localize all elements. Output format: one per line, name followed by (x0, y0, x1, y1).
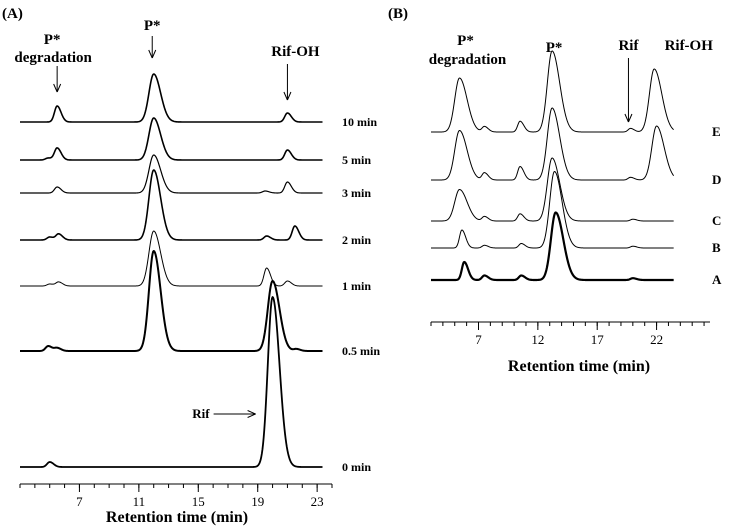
trace-1-min (20, 230, 323, 287)
trace-label-2-min: 2 min (342, 233, 371, 247)
panel-b-annotations: P* degradation P* Rif Rif-OH (429, 33, 714, 123)
panel-b-x-axis-title: Retention time (min) (508, 358, 650, 375)
panel-b: (B) P* degradation P* Rif Rif-OH E D CB A 7… (388, 6, 722, 375)
panel-b-rif-label: Rif (618, 38, 639, 54)
trace-0-min (19, 296, 323, 468)
trace-label-e: E (712, 124, 721, 139)
trace-label-0-min: 0 min (342, 460, 371, 474)
arrow-a-rifoh (283, 64, 292, 101)
panel-b-x-axis: 7 12 17 22 (430, 321, 710, 347)
panel-a-x-axis-title: Retention time (min) (106, 509, 248, 526)
trace-3-min (19, 154, 323, 194)
trace-10-min (19, 73, 323, 123)
tick-label: 15 (192, 494, 205, 509)
panel-a-x-axis: 7 11 15 19 23 (19, 483, 333, 509)
trace-label-3-min: 3 min (342, 186, 371, 200)
panel-a-label: (A) (2, 6, 23, 22)
trace-label-b: B (712, 240, 721, 255)
tick-label: 7 (76, 494, 83, 509)
tick-label: 7 (475, 332, 482, 347)
panel-a-traces: 10 min 5 min 3 min 2 min 1 min 0.5 min 0 min (19, 73, 380, 474)
arrow-a-degradation (53, 66, 62, 93)
panel-a-rifoh-label: Rif-OH (271, 44, 320, 60)
trace-label-c: C (712, 213, 721, 228)
panel-b-pstar-label: P* (546, 40, 563, 56)
panel-b-label: (B) (388, 6, 408, 22)
trace-5-min (19, 117, 323, 161)
tick-label: 19 (251, 494, 264, 509)
panel-b-traces: E D CB A (430, 50, 722, 287)
panel-a-annotations: P* degradation P* Rif-OH Rif (14, 18, 320, 421)
trace-0.5-min (19, 250, 323, 352)
trace-b (430, 171, 674, 249)
trace-2-min (19, 169, 323, 241)
panel-a-rif-label: Rif (192, 406, 210, 421)
panel-a-degradation-label-line1: P* (44, 32, 61, 48)
tick-label: 17 (591, 332, 605, 347)
trace-c (430, 157, 674, 222)
tick-label: 12 (531, 332, 544, 347)
tick-label: 22 (650, 332, 663, 347)
arrow-b-rif (624, 58, 633, 123)
trace-label-a: A (712, 272, 722, 287)
trace-label-0.5-min: 0.5 min (342, 344, 380, 358)
arrow-a-pstar (148, 36, 157, 59)
panel-b-rifoh-label: Rif-OH (665, 38, 714, 54)
panel-a-pstar-label: P* (144, 18, 161, 34)
trace-a (430, 211, 675, 282)
arrow-a-rif (213, 410, 256, 418)
trace-label-d: D (712, 172, 721, 187)
panel-b-degradation-label-line1: P* (457, 33, 474, 49)
trace-label-5-min: 5 min (342, 153, 371, 167)
trace-label-10-min: 10 min (342, 115, 377, 129)
trace-label-1-min: 1 min (342, 279, 371, 293)
panel-a-degradation-label-line2: degradation (14, 50, 92, 66)
tick-label: 23 (311, 494, 324, 509)
panel-b-degradation-label-line2: degradation (429, 52, 507, 68)
panel-a: (A) P* degradation P* Rif-OH Rif 10 min 5… (2, 6, 380, 526)
trace-d (430, 107, 675, 181)
tick-label: 11 (133, 494, 146, 509)
trace-e (430, 50, 674, 133)
